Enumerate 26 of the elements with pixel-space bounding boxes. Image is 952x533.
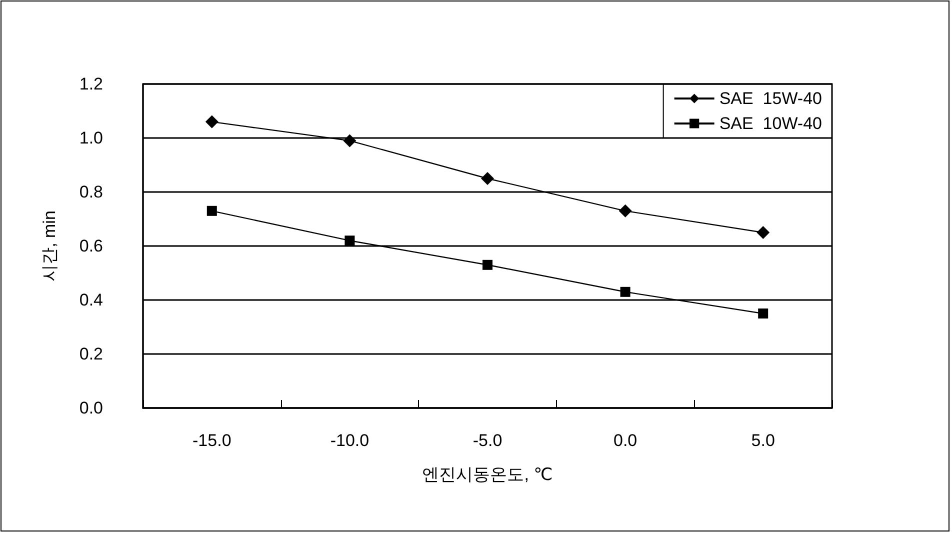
legend-label: SAE 15W-40 — [719, 89, 822, 108]
point — [482, 260, 492, 270]
x-tick-label: 0.0 — [613, 431, 638, 450]
point — [481, 172, 494, 185]
y-tick-label: 1.2 — [79, 74, 103, 94]
x-axis-title: 엔진시동온도, ℃ — [422, 465, 553, 484]
y-tick-label: 0.0 — [79, 398, 103, 418]
x-tick-label: 5.0 — [751, 431, 775, 450]
y-tick-label: 0.8 — [79, 182, 103, 202]
y-tick-label: 1.0 — [79, 128, 103, 148]
point — [344, 236, 355, 246]
point — [206, 206, 217, 216]
x-tick-label: -15.0 — [192, 431, 232, 450]
y-tick-label: 0.6 — [79, 236, 103, 256]
y-axis-title: 시간, min — [40, 210, 59, 282]
point — [758, 308, 768, 318]
y-tick-label: 0.4 — [79, 290, 103, 310]
point — [343, 134, 356, 148]
point — [205, 115, 218, 128]
x-tick-label: -5.0 — [472, 431, 502, 450]
point — [620, 286, 630, 297]
x-tick-label: -10.0 — [330, 431, 370, 450]
y-tick-label: 0.2 — [79, 344, 103, 364]
legend-label: SAE 10W-40 — [719, 114, 822, 133]
point — [618, 204, 632, 218]
point — [756, 226, 770, 239]
